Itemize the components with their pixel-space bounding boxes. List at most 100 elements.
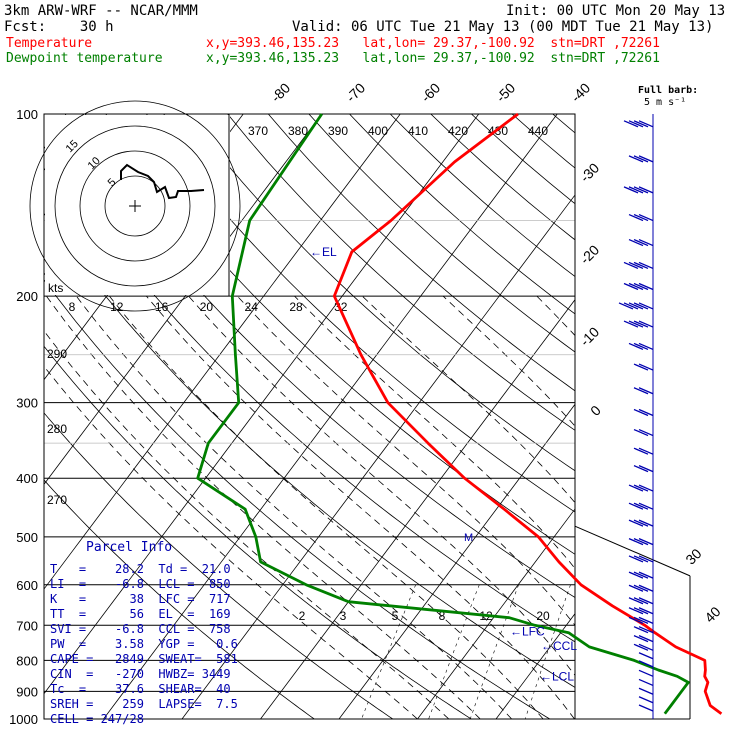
wind-barb bbox=[638, 597, 654, 605]
wind-barb bbox=[633, 213, 649, 222]
wind-barb bbox=[633, 584, 649, 592]
mixing-ratio-line bbox=[361, 584, 416, 719]
theta-label: 400 bbox=[368, 124, 388, 138]
wind-barb bbox=[638, 282, 654, 291]
wind-barb bbox=[638, 652, 654, 660]
wind-barb bbox=[633, 342, 649, 351]
wind-barb bbox=[628, 607, 644, 615]
theta-label: 420 bbox=[448, 124, 468, 138]
theta-label: 380 bbox=[288, 124, 308, 138]
wind-barb bbox=[623, 186, 639, 194]
isotherm-line bbox=[44, 114, 480, 695]
wind-barb bbox=[638, 571, 654, 579]
wind-barb bbox=[638, 616, 654, 624]
wind-barb bbox=[633, 502, 649, 510]
wind-barb bbox=[638, 213, 654, 222]
wind-barb bbox=[638, 342, 654, 351]
isotherm-line bbox=[103, 114, 558, 719]
wind-barb bbox=[638, 584, 654, 592]
hodograph-ring bbox=[104, 175, 166, 237]
pressure-label: 900 bbox=[16, 684, 38, 699]
wind-barb bbox=[628, 555, 644, 563]
wind-barb bbox=[638, 678, 654, 687]
isotherm-line bbox=[260, 298, 575, 719]
wind-barb bbox=[633, 186, 649, 194]
wind-barb bbox=[638, 320, 654, 328]
wind-barb bbox=[638, 660, 654, 668]
wind-barb bbox=[628, 616, 644, 624]
plot-border bbox=[43, 113, 576, 720]
wind-barb bbox=[633, 120, 649, 128]
wind-barb bbox=[638, 447, 654, 455]
hodograph-speed-label: 16 bbox=[155, 300, 169, 314]
wind-barb bbox=[638, 363, 654, 371]
mixing-ratio-label: 3 bbox=[340, 609, 347, 623]
boundary-line bbox=[574, 525, 691, 577]
wind-barb bbox=[638, 238, 654, 247]
wind-barb bbox=[638, 408, 654, 417]
wind-barb bbox=[638, 538, 654, 546]
parcel-row: CIN = -270 HWBZ= 3449 bbox=[50, 667, 231, 681]
wind-barb bbox=[638, 687, 654, 695]
wind-barb bbox=[633, 616, 649, 624]
wind-barb bbox=[633, 447, 649, 455]
wind-barb bbox=[638, 484, 654, 492]
pressure-label: 800 bbox=[16, 653, 38, 668]
isotherm-line bbox=[338, 403, 575, 719]
level-marker: ←EL bbox=[310, 245, 337, 259]
wind-barb bbox=[628, 238, 644, 247]
wind-barb bbox=[633, 363, 649, 371]
wind-barb bbox=[633, 538, 649, 546]
mixing-ratio-label: 5 bbox=[392, 609, 399, 623]
wind-barb bbox=[623, 120, 639, 128]
moist-adiabat bbox=[362, 295, 575, 504]
isotherm-line bbox=[44, 114, 401, 590]
wind-barb bbox=[638, 607, 654, 615]
wind-barb bbox=[628, 213, 644, 222]
wind-barb bbox=[618, 302, 634, 310]
wind-barb bbox=[628, 261, 644, 270]
theta-label: 290 bbox=[47, 347, 67, 361]
pressure-label: 700 bbox=[16, 618, 38, 633]
wind-barb bbox=[628, 302, 644, 310]
pressure-label: 1000 bbox=[9, 712, 38, 727]
isotherm-line bbox=[44, 114, 323, 485]
parcel-row: SREH = 259 LAPSE= 7.5 bbox=[50, 697, 238, 711]
level-marker: ←CCL bbox=[541, 639, 577, 653]
parcel-row: T = 28.2 Td = 21.0 bbox=[50, 562, 231, 576]
wind-barb bbox=[638, 643, 654, 651]
wind-barb bbox=[633, 643, 649, 651]
wind-barb bbox=[638, 186, 654, 194]
wind-barb bbox=[633, 261, 649, 270]
mixing-ratio-label: 20 bbox=[536, 609, 550, 623]
theta-label: 440 bbox=[528, 124, 548, 138]
wind-barb bbox=[633, 484, 649, 492]
wind-barb bbox=[633, 302, 649, 310]
parcel-info-panel: Parcel Info T = 28.2 Td = 21.0 LI = -6.8… bbox=[44, 538, 238, 728]
barb-legend-title: Full barb: bbox=[638, 85, 699, 96]
hodograph-speed-label: 24 bbox=[245, 300, 259, 314]
wind-barb bbox=[628, 320, 644, 328]
parcel-row: CAPE = 2849 SWEAT= 581 bbox=[50, 652, 238, 666]
parcel-row: PW = 3.58 YGP = 0.6 bbox=[50, 637, 238, 651]
parcel-row: Tc = 37.6 SHEAR= 40 bbox=[50, 682, 231, 696]
wind-barb bbox=[628, 120, 644, 128]
plot-frame bbox=[43, 113, 691, 720]
wind-barb bbox=[633, 320, 649, 328]
wind-barb bbox=[638, 464, 654, 473]
wind-barb bbox=[638, 626, 654, 634]
hodograph-center bbox=[129, 200, 141, 212]
hodograph-ring bbox=[54, 125, 216, 287]
wind-barb bbox=[623, 320, 639, 328]
wind-barb bbox=[638, 155, 654, 163]
hodograph-speed-label: 12 bbox=[110, 300, 124, 314]
wind-barb bbox=[623, 261, 639, 270]
parcel-row: LI = -6.8 LCL = 850 bbox=[50, 577, 231, 591]
parcel-row: TT = 56 EL = 169 bbox=[50, 607, 231, 621]
hodograph-speed-label: 28 bbox=[289, 300, 303, 314]
wind-barb bbox=[628, 155, 644, 163]
wind-barb bbox=[628, 584, 644, 592]
pressure-label: 500 bbox=[16, 530, 38, 545]
parcel-row: K = 38 LFC = 717 bbox=[50, 592, 231, 606]
